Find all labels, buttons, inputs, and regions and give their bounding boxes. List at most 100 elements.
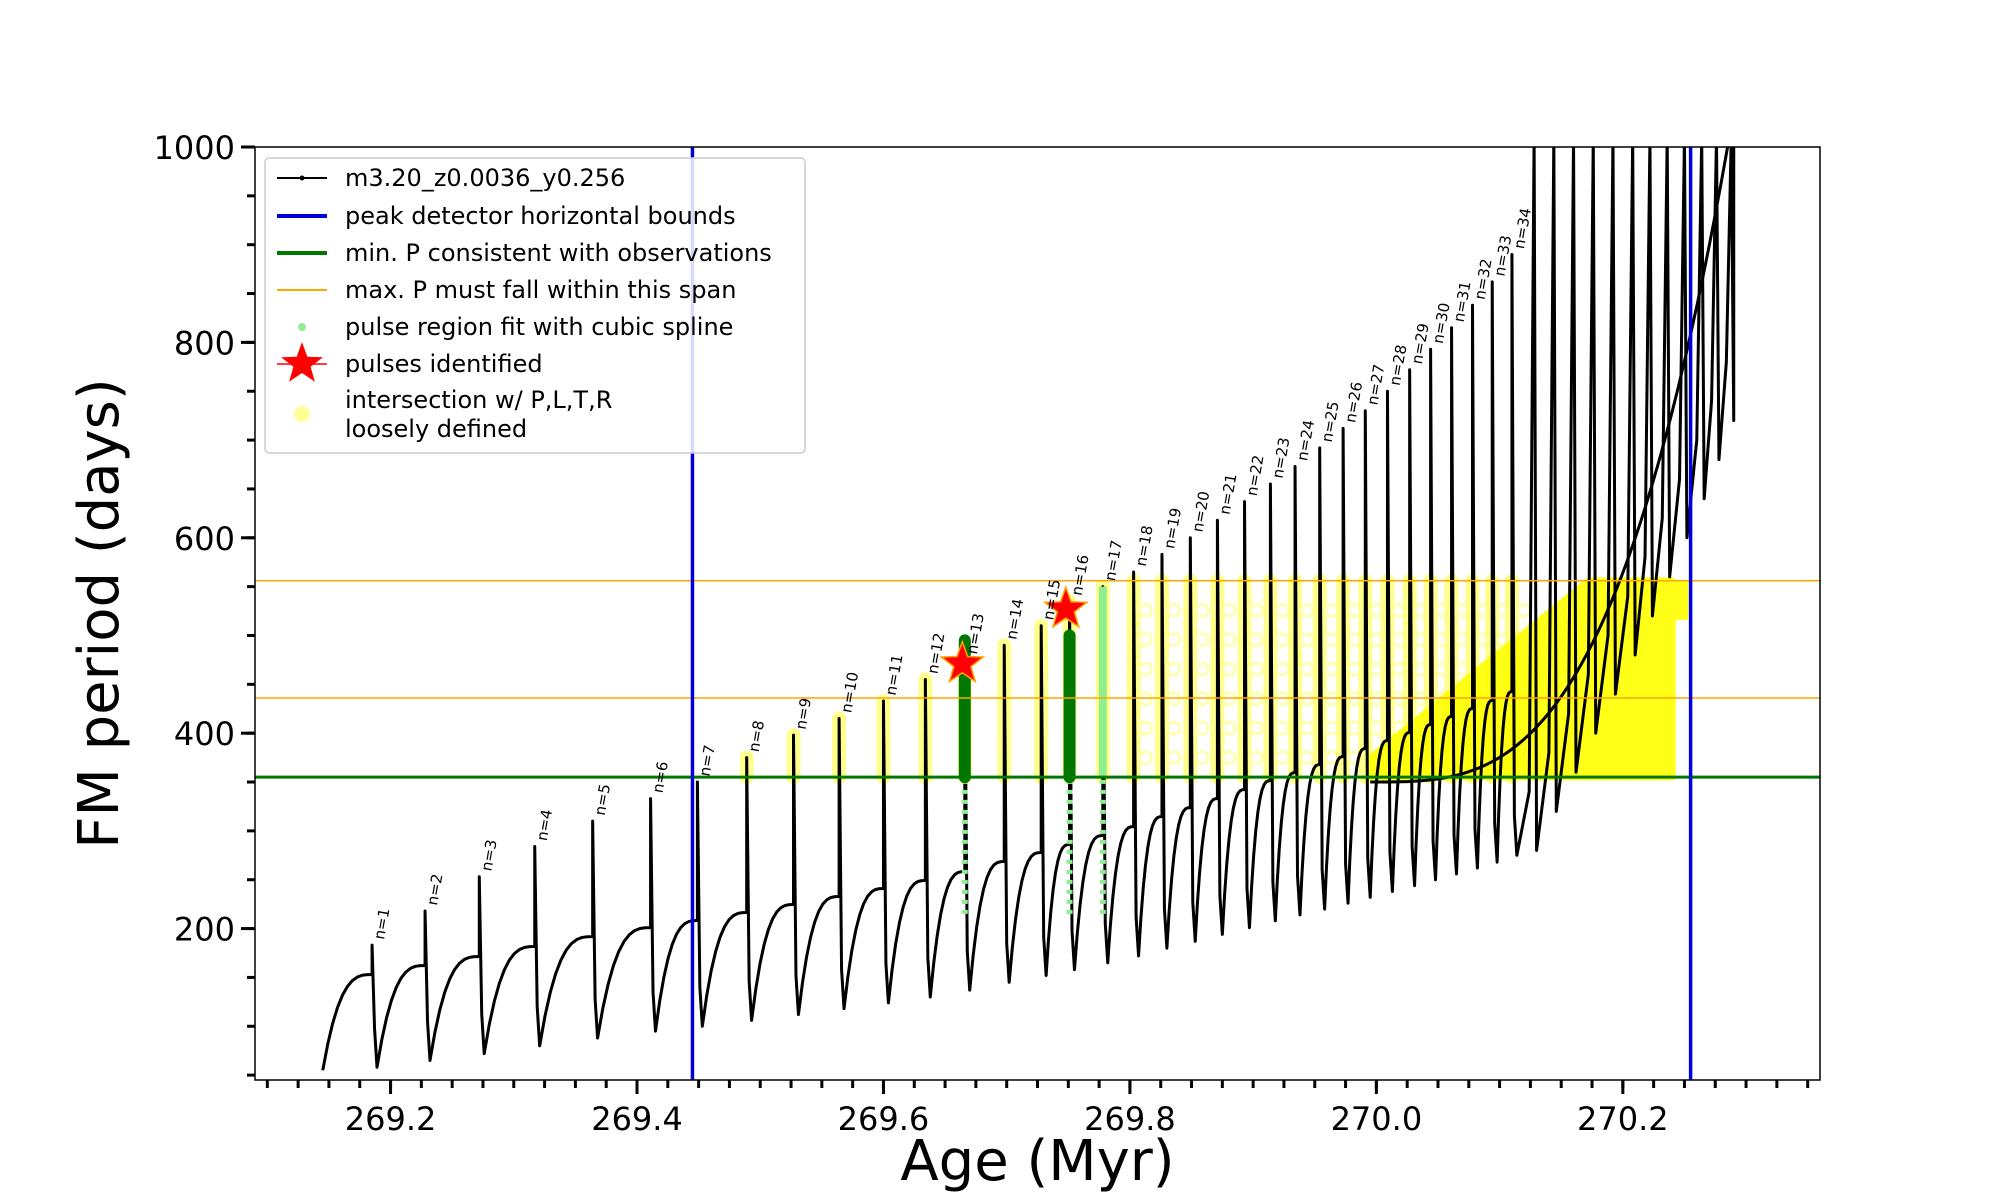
pulse-label-n34: n=34 — [1510, 206, 1535, 250]
legend-handle-track-dot — [299, 175, 305, 181]
pulse-label-n17: n=17 — [1101, 539, 1126, 583]
legend-handle-star — [281, 342, 323, 382]
highlight-dot — [1274, 632, 1290, 648]
highlight-dot — [1194, 750, 1210, 766]
model-track — [321, 147, 1736, 1071]
plot-content — [255, 147, 1820, 1080]
x-axis-label: Age (Myr) — [900, 1129, 1174, 1194]
pulse-label-n5: n=5 — [591, 783, 614, 817]
pulse-label-n20: n=20 — [1189, 490, 1214, 534]
pulse-label-n19: n=19 — [1160, 506, 1185, 550]
highlight-dot — [1166, 750, 1182, 766]
pulse-label-n18: n=18 — [1132, 524, 1157, 568]
pulse-label-n10: n=10 — [837, 671, 862, 715]
legend-handle-circle — [294, 406, 310, 422]
highlight-dot — [1299, 632, 1315, 648]
intersection-band — [1366, 577, 1689, 781]
legend-label: peak detector horizontal bounds — [345, 202, 736, 230]
x-tick-label: 269.8 — [1084, 1100, 1176, 1138]
pulse-label-n29: n=29 — [1408, 322, 1433, 366]
highlight-dot — [1299, 750, 1315, 766]
pulse-label-n6: n=6 — [649, 760, 672, 794]
y-tick-label: 400 — [174, 715, 235, 753]
pulse-label-n26: n=26 — [1341, 380, 1366, 424]
pulse-label-n14: n=14 — [1002, 597, 1027, 641]
y-tick-label: 200 — [174, 911, 235, 949]
highlight-dot — [1166, 720, 1182, 736]
x-tick-label: 269.2 — [345, 1100, 437, 1138]
highlight-dot — [1221, 632, 1237, 648]
x-tick-label: 270.0 — [1331, 1100, 1423, 1138]
axis-ticks: 269.2 269.4 269.6 269.8 270.0 270.2 200 400 600 8… — [154, 129, 1810, 1138]
pulse-label-n23: n=23 — [1269, 436, 1294, 480]
pulse-labels: n=1 n=2 n=3 n=4 n=5 n=6 n=7 n=8 n=9 n=10 n=11 n=12 n… — [370, 206, 1535, 940]
y-tick-label: 1000 — [154, 129, 235, 167]
pulse-label-n21: n=21 — [1216, 472, 1241, 516]
highlight-dot — [1221, 602, 1237, 618]
highlight-dot — [1138, 750, 1154, 766]
legend-label: min. P consistent with observations — [345, 239, 772, 267]
highlight-dot — [1166, 602, 1182, 618]
highlight-dot — [1194, 661, 1210, 677]
model-track-line — [321, 147, 1736, 1071]
highlight-dot — [1221, 750, 1237, 766]
legend-handle-dot — [298, 323, 306, 331]
highlight-dot — [1324, 661, 1340, 677]
highlight-dot — [1249, 661, 1265, 677]
pulse-label-n4: n=4 — [533, 808, 556, 842]
pulse-label-n9: n=9 — [792, 697, 815, 731]
highlight-dot — [1274, 720, 1290, 736]
highlight-dot — [1194, 720, 1210, 736]
highlight-dot — [1138, 602, 1154, 618]
highlight-dot — [1299, 661, 1315, 677]
legend-label-2: loosely defined — [345, 415, 527, 443]
y-tick-label: 800 — [174, 324, 235, 362]
highlight-dot — [1249, 720, 1265, 736]
pulse-star-n16 — [1042, 584, 1089, 629]
pulse-label-n1: n=1 — [370, 907, 393, 941]
highlight-dot — [1516, 602, 1532, 618]
highlight-dot — [1324, 720, 1340, 736]
y-axis-label: FM period (days) — [67, 378, 132, 848]
highlight-dot — [1194, 632, 1210, 648]
legend-label: intersection w/ P,L,T,R — [345, 386, 612, 414]
highlight-dot — [1138, 661, 1154, 677]
legend-label: pulse region fit with cubic spline — [345, 313, 733, 341]
pulse-label-n12: n=12 — [924, 631, 949, 675]
highlight-dot — [1274, 750, 1290, 766]
legend-label: m3.20_z0.0036_y0.256 — [345, 164, 625, 192]
legend-box — [264, 157, 806, 454]
highlight-dot — [1249, 750, 1265, 766]
highlight-dot — [1221, 720, 1237, 736]
legend-label: pulses identified — [345, 350, 543, 378]
highlight-dot — [1166, 632, 1182, 648]
x-tick-label: 269.6 — [838, 1100, 930, 1138]
highlight-dot — [1274, 661, 1290, 677]
pulse-label-n7: n=7 — [696, 743, 719, 777]
highlight-dot — [1274, 602, 1290, 618]
pulse-label-n31: n=31 — [1450, 280, 1475, 324]
pulse-label-n8: n=8 — [745, 719, 768, 753]
pulse-label-n16: n=16 — [1068, 553, 1093, 597]
pulse-label-n13: n=13 — [963, 612, 988, 656]
pulse-label-n24: n=24 — [1293, 418, 1318, 462]
highlight-dot — [1194, 602, 1210, 618]
highlight-dot — [1249, 632, 1265, 648]
y-tick-label: 600 — [174, 520, 235, 558]
highlight-dot — [1138, 720, 1154, 736]
pulse-label-n11: n=11 — [882, 653, 907, 697]
model-track-envelope — [1370, 147, 1730, 784]
highlight-dot — [1299, 602, 1315, 618]
pulse-label-n22: n=22 — [1243, 454, 1268, 498]
highlight-dot — [1221, 661, 1237, 677]
highlight-dot — [1166, 661, 1182, 677]
spline-regions — [958, 586, 1107, 914]
highlight-dot — [1324, 602, 1340, 618]
highlight-dot — [1299, 720, 1315, 736]
legend-label: max. P must fall within this span — [345, 276, 736, 304]
pulse-label-n30: n=30 — [1429, 301, 1454, 345]
pulse-label-n3: n=3 — [477, 838, 500, 872]
highlight-dot — [1324, 632, 1340, 648]
